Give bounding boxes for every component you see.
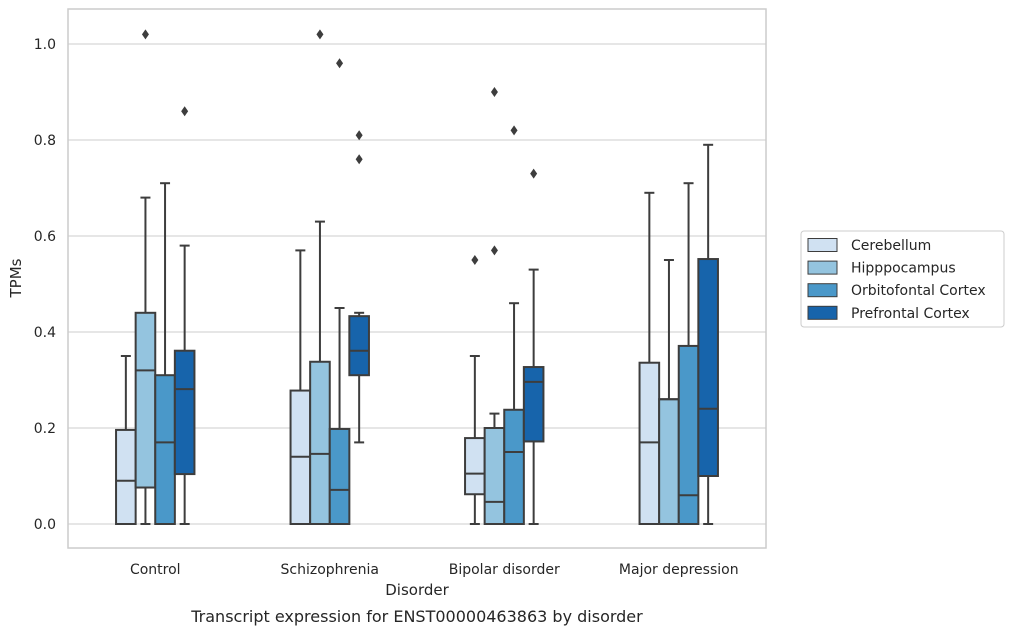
box-iqr: [464, 437, 486, 496]
box: [697, 143, 719, 525]
x-axis-label: Disorder: [385, 581, 449, 599]
x-axis-ticks: Control Schizophrenia Bipolar disorder Majo…: [130, 562, 739, 578]
outlier-point: [490, 87, 498, 97]
box: [134, 29, 157, 525]
box-iqr: [697, 258, 719, 478]
x-tick-label: Major depression: [619, 562, 739, 578]
box-iqr: [115, 428, 137, 526]
box-iqr: [328, 427, 351, 525]
legend-swatch: [807, 283, 838, 298]
box-iqr: [503, 408, 525, 526]
box: [309, 29, 331, 526]
outlier-point: [530, 168, 538, 179]
box: [464, 255, 486, 525]
outlier-point: [181, 106, 189, 117]
y-tick-label: 1.0: [34, 37, 56, 53]
y-axis-ticks: 0.0 0.2 0.4 0.6 0.8 1.0: [34, 37, 56, 533]
box: [328, 58, 351, 525]
x-tick-label: Bipolar disorder: [449, 562, 560, 578]
y-tick-label: 0.6: [34, 229, 56, 245]
legend-swatch: [807, 238, 838, 252]
legend-swatch: [807, 260, 838, 275]
box: [483, 87, 506, 525]
y-tick-label: 0.4: [34, 325, 56, 341]
box: [289, 249, 312, 525]
boxes: [115, 29, 719, 526]
legend-frame: [800, 230, 1005, 328]
box-iqr: [173, 349, 196, 476]
outlier-point: [141, 29, 149, 40]
legend-label: Cerebellum: [851, 238, 931, 254]
box: [658, 259, 680, 526]
outlier-point: [355, 130, 363, 141]
box-iqr: [348, 315, 370, 377]
box: [503, 125, 525, 526]
box-iqr: [134, 311, 157, 489]
outlier-point: [510, 125, 518, 136]
y-tick-label: 0.0: [34, 517, 56, 533]
box: [638, 191, 661, 525]
box: [348, 130, 370, 444]
box: [522, 168, 545, 525]
outlier-point: [355, 154, 363, 165]
y-axis-label: TPMs: [7, 258, 25, 298]
plot-frame: [67, 8, 767, 549]
x-tick-label: Control: [130, 562, 181, 578]
box-iqr: [677, 344, 700, 526]
legend-label: Orbitofontal Cortex: [851, 283, 986, 299]
outlier-point: [471, 255, 479, 265]
box-iqr: [154, 374, 176, 526]
outlier-point: [316, 29, 324, 40]
legend-label: Prefrontal Cortex: [851, 306, 970, 322]
outlier-point: [336, 58, 344, 69]
y-tick-label: 0.8: [34, 133, 56, 149]
box-iqr: [522, 366, 545, 443]
y-tick-label: 0.2: [34, 421, 56, 437]
outlier-point: [490, 245, 498, 256]
legend-items: Cerebellum Hipppocampus Orbitofontal Corte…: [807, 238, 986, 322]
box: [154, 182, 176, 526]
box-iqr: [483, 427, 506, 525]
chart-caption: Transcript expression for ENST0000046386…: [190, 607, 643, 626]
box: [677, 182, 700, 526]
box-iqr: [309, 360, 331, 526]
box: [115, 355, 137, 526]
box-iqr: [658, 398, 680, 526]
box: [173, 106, 196, 525]
legend-swatch: [807, 305, 838, 320]
x-tick-label: Schizophrenia: [281, 562, 379, 578]
legend: Cerebellum Hipppocampus Orbitofontal Corte…: [800, 230, 1005, 328]
legend-label: Hipppocampus: [851, 261, 956, 277]
